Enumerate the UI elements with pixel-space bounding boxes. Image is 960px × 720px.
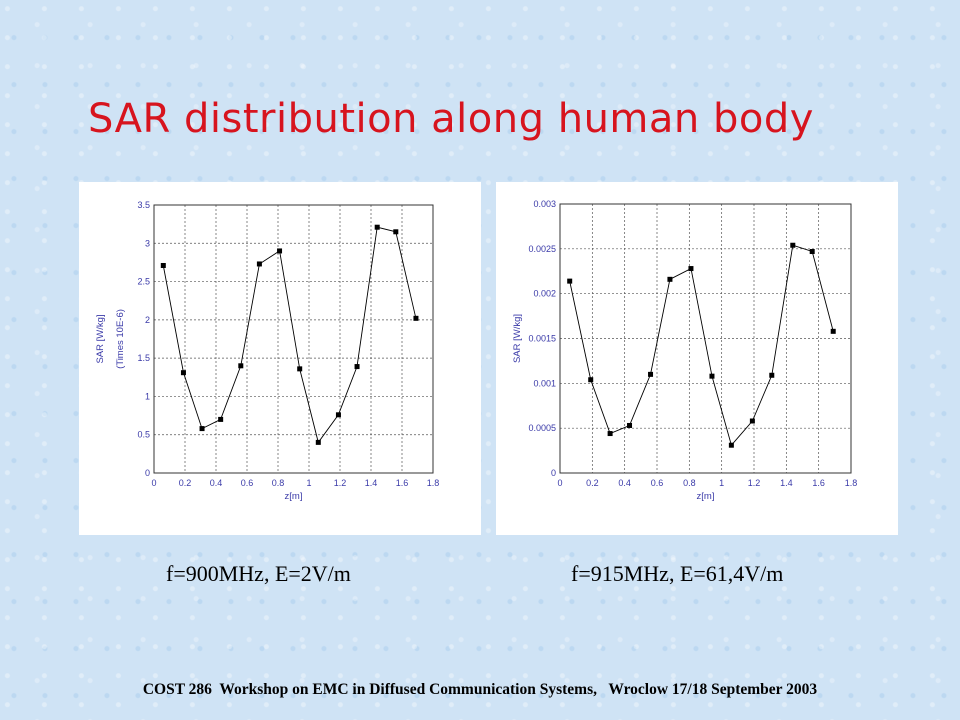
data-point <box>627 422 633 428</box>
data-point <box>218 416 224 422</box>
data-point <box>667 276 673 282</box>
y-tick-label: 1.5 <box>137 353 150 363</box>
sar-chart-900mhz: 0 0.2 0.4 0.6 0.8 1 1.2 1.4 1.6 1.8 0 0.5 1 1.5 2 2.5 3 3… <box>95 200 440 502</box>
y-tick-label: 3.5 <box>137 200 150 210</box>
data-point <box>728 442 734 448</box>
x-tick-label: 1.6 <box>812 478 825 488</box>
y-tick-label: 0.0005 <box>528 423 556 433</box>
data-point <box>393 229 399 235</box>
y-tick-label: 1 <box>145 391 150 401</box>
y-tick-label: 0.0015 <box>528 334 556 344</box>
x-tick-label: 1.2 <box>748 478 761 488</box>
data-point <box>315 439 321 445</box>
y-tick-label: 0 <box>551 468 556 478</box>
x-tick-label: 1.2 <box>334 478 347 488</box>
x-tick-label: 1.8 <box>845 478 858 488</box>
slide-footer: COST 286 Workshop on EMC in Diffused Com… <box>142 681 818 698</box>
y-axis-label: SAR [W/kg] <box>512 314 523 363</box>
data-point <box>809 249 815 255</box>
data-point <box>830 328 836 334</box>
y-tick-label: 0.001 <box>533 378 556 388</box>
x-tick-label: 0.2 <box>586 478 599 488</box>
data-point <box>238 363 244 369</box>
series-line <box>569 244 834 447</box>
y-tick-label: 0.003 <box>533 199 556 209</box>
x-tick-label: 0.8 <box>272 478 285 488</box>
y-tick-label: 0.0025 <box>528 244 556 254</box>
data-point <box>769 372 775 378</box>
data-point <box>256 261 262 267</box>
data-point <box>199 426 205 432</box>
x-tick-label: 1.6 <box>396 478 409 488</box>
series-line <box>162 226 417 444</box>
data-point <box>688 266 694 272</box>
data-point <box>567 278 573 284</box>
y-tick-label: 0.002 <box>533 289 556 299</box>
x-tick-label: 1.4 <box>780 478 793 488</box>
chart-caption-915mhz: f=915MHz, E=61,4V/m <box>571 561 784 586</box>
x-tick-label: 1 <box>719 478 724 488</box>
x-tick-label: 0.4 <box>210 478 223 488</box>
chart-panel-900mhz: 0 0.2 0.4 0.6 0.8 1 1.2 1.4 1.6 1.8 0 0.5 1 1.5 2 2.5 3 3… <box>79 182 481 535</box>
y-axis-label: SAR [W/kg] <box>95 314 106 363</box>
x-tick-label: 0.4 <box>618 478 631 488</box>
data-point <box>180 370 186 376</box>
data-point <box>277 248 283 254</box>
x-tick-label: 0.2 <box>179 478 192 488</box>
data-point <box>648 371 654 377</box>
chart-panel-915mhz: 0 0.2 0.4 0.6 0.8 1 1.2 1.4 1.6 1.8 0 0.0005 0.001 0.… <box>496 182 898 535</box>
data-point <box>790 242 796 248</box>
data-point <box>588 377 594 383</box>
data-point <box>160 262 166 268</box>
x-tick-label: 1 <box>306 478 311 488</box>
data-point <box>354 364 360 370</box>
data-point <box>413 315 419 321</box>
x-tick-label: 0.8 <box>683 478 696 488</box>
y-tick-label: 0 <box>145 468 150 478</box>
slide-title: SAR distribution along human body <box>88 96 814 142</box>
data-point <box>335 412 341 418</box>
x-tick-label: 0.6 <box>241 478 254 488</box>
chart-caption-900mhz: f=900MHz, E=2V/m <box>166 561 351 586</box>
x-tick-label: 1.4 <box>365 478 378 488</box>
x-tick-label: 0.6 <box>651 478 664 488</box>
sar-chart-915mhz: 0 0.2 0.4 0.6 0.8 1 1.2 1.4 1.6 1.8 0 0.0005 0.001 0.… <box>512 199 858 502</box>
plot-frame <box>153 204 434 474</box>
x-tick-label: 0 <box>151 478 156 488</box>
data-point <box>607 431 613 437</box>
x-tick-label: 1.8 <box>427 478 440 488</box>
x-tick-label: 0 <box>557 478 562 488</box>
plot-frame <box>559 203 852 474</box>
x-axis-label: z[m] <box>285 491 303 502</box>
y-tick-label: 3 <box>145 238 150 248</box>
data-point <box>749 418 755 424</box>
y-axis-multiplier-label: (Times 10E-6) <box>115 309 126 369</box>
data-point <box>374 224 380 230</box>
y-tick-label: 2 <box>145 315 150 325</box>
data-point <box>709 373 715 379</box>
data-point <box>297 366 303 372</box>
y-tick-label: 2.5 <box>137 277 150 287</box>
x-axis-label: z[m] <box>697 491 715 502</box>
y-tick-label: 0.5 <box>137 430 150 440</box>
